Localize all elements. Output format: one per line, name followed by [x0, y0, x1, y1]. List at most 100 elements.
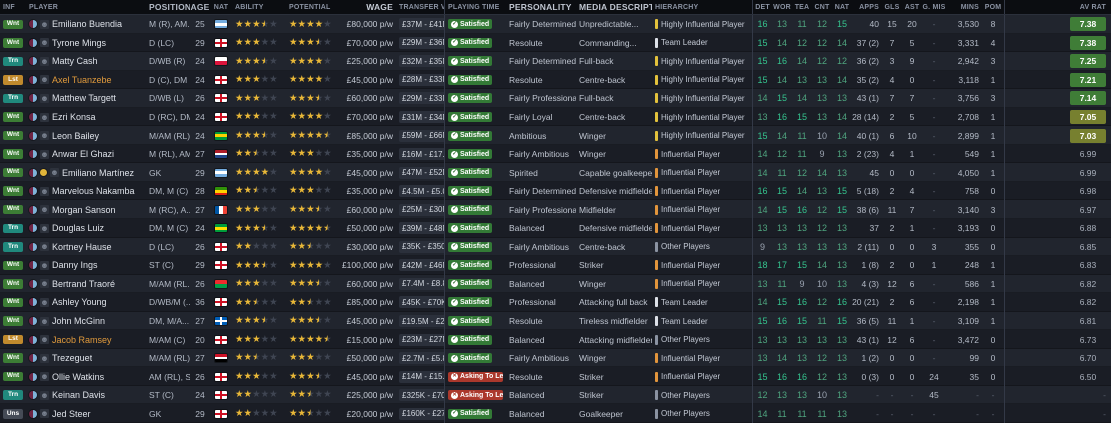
column-header-tv[interactable]: TRANSFER VALUE — [399, 3, 444, 11]
playing-time-badge[interactable]: ✓ Satisfied — [448, 167, 493, 178]
playing-time-badge[interactable]: ✕Asking To Leave — [448, 371, 503, 382]
player-name[interactable]: Tyrone Mings — [52, 37, 107, 48]
inf-badge[interactable]: Wnt — [3, 130, 23, 141]
player-name[interactable]: Ollie Watkins — [52, 371, 105, 382]
table-row[interactable]: Trn ☻ Douglas Luiz DM, M (C) 24 ★ ★ ★ ★ ★ ★ ★ ★ ★ ★ £50… — [0, 219, 1111, 238]
inf-badge[interactable]: Wnt — [3, 316, 23, 326]
table-row[interactable]: Trn ☻ Kortney Hause D (LC) 26 ★ ★ ★ ★ ★ ★ ★ ★ ★ ★ £30,0… — [0, 237, 1111, 257]
playing-time-badge[interactable]: ✓ Satisfied — [448, 186, 493, 197]
column-header-wage[interactable]: WAGE — [366, 2, 393, 12]
inf-badge[interactable]: Lst — [3, 75, 23, 85]
player-name[interactable]: Anwar El Ghazi — [52, 149, 115, 160]
playing-time-badge[interactable]: ✕Asking To Leave — [448, 390, 503, 401]
column-header-nat[interactable]: NAT — [213, 3, 229, 11]
playing-time-badge[interactable]: ✓ Satisfied — [448, 56, 493, 67]
playing-time-badge[interactable]: ✓ Satisfied — [448, 223, 493, 234]
column-header-mins[interactable]: MINS — [960, 3, 979, 11]
playing-time-badge[interactable]: ✓ Satisfied — [448, 353, 493, 364]
table-row[interactable]: Lst ☻ Axel Tuanzebe D (C), DM 24 ★ ★ ★ ★ ★ ★ ★ ★ ★ ★ £4… — [0, 70, 1111, 90]
player-name[interactable]: Emiliano Martínez — [62, 167, 135, 178]
column-header-ability[interactable]: ABILITY — [235, 3, 264, 11]
column-header-avr[interactable]: AV RAT — [1079, 3, 1106, 11]
inf-badge[interactable]: Wnt — [3, 353, 23, 363]
inf-badge[interactable]: Trn — [3, 390, 23, 400]
playing-time-badge[interactable]: ✓ Satisfied — [448, 408, 493, 419]
player-name[interactable]: Marvelous Nakamba — [52, 186, 135, 197]
inf-badge[interactable]: Trn — [3, 56, 23, 67]
playing-time-badge[interactable]: ✓ Satisfied — [448, 93, 493, 104]
table-row[interactable]: Trn ☻ Matthew Targett D/WB (L) 26 ★ ★ ★ ★ ★ ★ ★ ★ ★ ★ £… — [0, 89, 1111, 108]
column-header-tea[interactable]: TEA — [794, 3, 810, 11]
column-header-pt[interactable]: PLAYING TIME — [444, 0, 506, 14]
column-header-potential[interactable]: POTENTIAL — [289, 3, 331, 11]
inf-badge[interactable]: Wnt — [3, 371, 23, 382]
playing-time-badge[interactable]: ✓ Satisfied — [448, 37, 493, 48]
table-row[interactable]: Wnt ☻ Bertrand Traoré M/AM (RL... 26 ★ ★ ★ ★ ★ ★ ★ ★… — [0, 274, 1111, 294]
column-header-age[interactable]: AGE — [190, 2, 210, 12]
player-name[interactable]: Bertrand Traoré — [52, 278, 116, 289]
player-name[interactable]: Morgan Sanson — [52, 204, 116, 215]
table-row[interactable]: Trn ☻ Matty Cash D/WB (R) 24 ★ ★ ★ ★ ★ ★ ★ ★ ★ ★ £25,00… — [0, 52, 1111, 71]
player-name[interactable]: Kortney Hause — [52, 241, 112, 252]
table-row[interactable]: Wnt ☻ Marvelous Nakamba DM, M (C) 28 ★ ★ ★ ★ ★ ★ ★ ★… — [0, 181, 1111, 201]
table-row[interactable]: Wnt ☻ Danny Ings ST (C) 29 ★ ★ ★ ★ ★ ★ ★ ★ ★ ★ £100,000… — [0, 256, 1111, 275]
player-name[interactable]: Emiliano Buendia — [52, 19, 123, 30]
column-header-ast[interactable]: AST — [904, 3, 920, 11]
inf-badge[interactable]: Wnt — [3, 279, 23, 289]
playing-time-badge[interactable]: ✓ Satisfied — [448, 74, 493, 85]
player-name[interactable]: Leon Bailey — [52, 130, 100, 141]
column-header-wor[interactable]: WOR — [773, 3, 791, 11]
playing-time-badge[interactable]: ✓ Satisfied — [448, 130, 493, 141]
inf-badge[interactable]: Trn — [3, 242, 23, 252]
column-header-det[interactable]: DET — [752, 0, 772, 14]
column-header-player[interactable]: PLAYER — [29, 3, 58, 11]
column-header-inf[interactable]: INF — [3, 3, 15, 11]
column-header-pers[interactable]: PERSONALITY — [509, 2, 572, 12]
table-row[interactable]: Wnt ☻ Leon Bailey M/AM (RL) 24 ★ ★ ★ ★ ★ ★ ★ ★ ★ ★ £85,… — [0, 126, 1111, 145]
table-row[interactable]: Lst ☻ Jacob Ramsey M/AM (C) 20 ★ ★ ★ ★ ★ ★ ★ ★ ★ ★ £15,… — [0, 330, 1111, 349]
playing-time-badge[interactable]: ✓ Satisfied — [448, 316, 493, 327]
table-row[interactable]: Wnt ☻ Tyrone Mings D (LC) 29 ★ ★ ★ ★ ★ ★ ★ ★ ★ ★ £70,00… — [0, 33, 1111, 53]
playing-time-badge[interactable]: ✓ Satisfied — [448, 149, 493, 160]
inf-badge[interactable]: Wnt — [3, 149, 23, 159]
column-header-gmis[interactable]: G. MIS — [922, 3, 946, 11]
player-name[interactable]: Danny Ings — [52, 260, 98, 271]
inf-badge[interactable]: Wnt — [3, 112, 23, 122]
table-row[interactable]: Wnt ☻ Emiliano Buendia M (R), AM... 25 ★ ★ ★ ★ ★ ★… — [0, 15, 1111, 34]
playing-time-badge[interactable]: ✓ Satisfied — [448, 334, 493, 345]
column-header-pom[interactable]: POM — [984, 3, 1002, 11]
table-row[interactable]: Wnt ☻ Ezri Konsa D (RC), DM 24 ★ ★ ★ ★ ★ ★ ★ ★ ★ ★ £70,… — [0, 107, 1111, 127]
player-name[interactable]: Ashley Young — [52, 297, 107, 308]
inf-badge[interactable]: Wnt — [3, 260, 23, 271]
column-header-media[interactable]: MEDIA DESCRIPTION — [579, 2, 652, 12]
inf-badge[interactable]: Wnt — [3, 297, 23, 308]
player-name[interactable]: Matthew Targett — [52, 93, 116, 104]
column-header-pos[interactable]: POSITION — [149, 2, 190, 12]
playing-time-badge[interactable]: ✓ Satisfied — [448, 297, 493, 308]
column-header-natr[interactable]: NAT — [834, 3, 850, 11]
playing-time-badge[interactable]: ✓ Satisfied — [448, 260, 493, 271]
inf-badge[interactable]: Uns — [3, 409, 23, 419]
player-name[interactable]: Axel Tuanzebe — [52, 74, 112, 85]
column-header-hier[interactable]: HIERARCHY — [655, 3, 699, 11]
inf-badge[interactable]: Wnt — [3, 38, 23, 48]
table-row[interactable]: Wnt ☻ John McGinn DM, M/A... 27 ★ ★ ★ ★ ★ ★ ★ ★ ★ ★ £45… — [0, 311, 1111, 331]
inf-badge[interactable]: Trn — [3, 93, 23, 104]
table-row[interactable]: Trn ☻ Keinan Davis ST (C) 24 ★ ★ ★ ★ ★ ★ ★ ★ ★ ★ £25,00… — [0, 385, 1111, 405]
inf-badge[interactable]: Wnt — [3, 167, 23, 178]
table-row[interactable]: Wnt ☻ Morgan Sanson M (RC), A... 27 ★ ★ ★ ★ ★ ★ ★ ★ ★… — [0, 200, 1111, 220]
column-header-gls[interactable]: GLS — [884, 3, 900, 11]
playing-time-badge[interactable]: ✓ Satisfied — [448, 112, 493, 122]
table-row[interactable]: Wnt ☻ Ashley Young D/WB/M (... 36 ★ ★ ★ ★ ★ ★ ★ ★ ★ ★ £… — [0, 293, 1111, 312]
column-header-cnt[interactable]: CNT — [814, 3, 830, 11]
player-name[interactable]: John McGinn — [52, 316, 106, 327]
inf-badge[interactable]: Wnt — [3, 204, 23, 215]
playing-time-badge[interactable]: ✓ Satisfied — [448, 19, 493, 30]
inf-badge[interactable]: Wnt — [3, 186, 23, 196]
inf-badge[interactable]: Lst — [3, 334, 23, 345]
playing-time-badge[interactable]: ✓ Satisfied — [448, 241, 493, 252]
player-name[interactable]: Douglas Luiz — [52, 223, 105, 234]
